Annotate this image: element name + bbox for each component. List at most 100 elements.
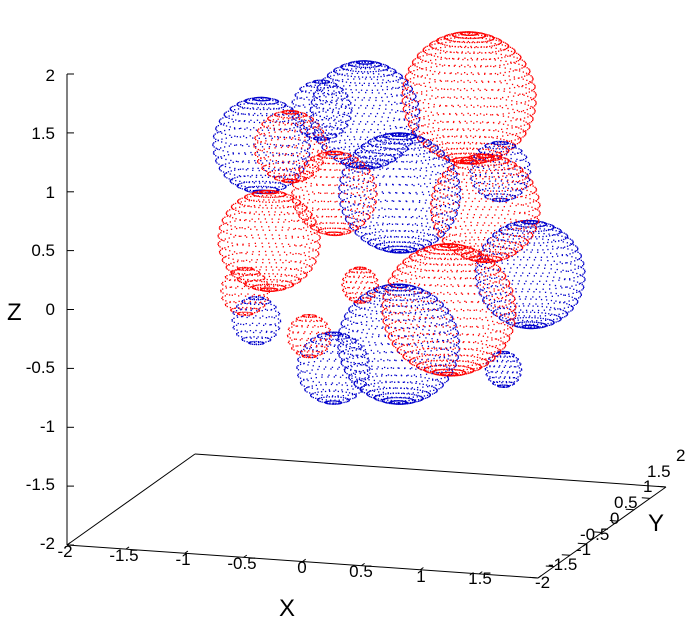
- blue-surface-point: [485, 248, 487, 251]
- blue-surface-point: [523, 327, 525, 329]
- blue-surface-point: [521, 249, 523, 251]
- red-surface-point: [492, 239, 494, 241]
- blue-surface-point: [560, 285, 562, 287]
- blue-surface-point: [388, 154, 390, 156]
- blue-surface-point: [363, 157, 365, 159]
- blue-surface-point: [498, 317, 500, 319]
- blue-surface-point: [500, 140, 503, 143]
- red-surface-point: [491, 45, 493, 47]
- red-surface-point: [512, 161, 514, 163]
- red-surface-point: [505, 240, 507, 242]
- blue-surface-point: [576, 300, 579, 302]
- red-surface-point: [519, 57, 522, 60]
- blue-surface-point: [532, 223, 534, 225]
- blue-surface-point: [512, 360, 514, 362]
- blue-surface-point: [479, 294, 481, 296]
- red-surface-point: [450, 152, 453, 154]
- red-surface-point: [514, 162, 516, 165]
- blue-surface-point: [502, 148, 504, 150]
- red-surface-point: [438, 42, 441, 44]
- red-surface-point: [462, 157, 464, 160]
- blue-surface-point: [376, 78, 378, 81]
- red-surface-point: [503, 41, 505, 43]
- red-surface-point: [481, 158, 483, 160]
- blue-surface-point: [505, 195, 508, 198]
- blue-surface-point: [388, 100, 390, 103]
- blue-surface-point: [570, 263, 572, 265]
- blue-surface-point: [527, 181, 529, 183]
- blue-surface-point: [456, 184, 458, 187]
- blue-surface-point: [571, 306, 574, 308]
- red-surface-point: [444, 44, 446, 46]
- red-surface-point: [485, 245, 487, 247]
- blue-surface-point: [517, 323, 520, 325]
- red-surface-point: [492, 329, 494, 331]
- blue-surface-point: [499, 300, 501, 303]
- blue-surface-point: [354, 115, 357, 117]
- blue-surface-point: [558, 232, 560, 235]
- blue-surface-point: [487, 268, 490, 270]
- blue-surface-point: [520, 374, 522, 376]
- blue-surface-point: [519, 166, 521, 168]
- blue-surface-point: [486, 375, 488, 377]
- red-surface-point: [533, 112, 535, 114]
- red-surface-point: [510, 148, 512, 151]
- red-surface-point: [448, 142, 450, 144]
- blue-surface-point: [519, 225, 521, 227]
- red-surface-point: [453, 51, 455, 54]
- blue-surface-point: [493, 232, 495, 235]
- red-surface-point: [472, 31, 475, 33]
- blue-surface-point: [501, 195, 503, 198]
- red-surface-point: [479, 171, 481, 173]
- blue-surface-point: [533, 323, 535, 326]
- red-surface-point: [416, 92, 418, 94]
- red-surface-point: [443, 181, 445, 183]
- red-surface-point: [480, 32, 482, 34]
- blue-surface-point: [354, 99, 356, 101]
- red-surface-point: [527, 73, 530, 75]
- blue-surface-point: [490, 380, 492, 382]
- blue-surface-point: [513, 360, 516, 362]
- blue-surface-point: [518, 314, 520, 317]
- red-surface-point: [530, 115, 532, 117]
- blue-surface-point: [335, 136, 337, 138]
- red-surface-point: [469, 147, 471, 149]
- blue-surface-point: [560, 293, 562, 295]
- blue-surface-point: [495, 148, 497, 150]
- blue-surface-point: [509, 384, 511, 387]
- red-surface-point: [437, 197, 439, 199]
- blue-surface-point: [522, 317, 524, 319]
- blue-surface-point: [339, 139, 341, 142]
- blue-surface-point: [456, 173, 458, 175]
- blue-surface-point: [545, 296, 547, 298]
- red-surface-point: [497, 89, 499, 92]
- red-surface-point: [487, 97, 489, 99]
- blue-surface-point: [356, 131, 358, 133]
- red-surface-point: [458, 263, 461, 265]
- blue-surface-point: [423, 150, 426, 152]
- red-surface-point: [513, 162, 515, 164]
- red-surface-point: [421, 61, 423, 63]
- red-surface-point: [446, 141, 449, 144]
- red-surface-point: [515, 173, 518, 175]
- blue-surface-point: [336, 79, 339, 81]
- blue-surface-point: [500, 143, 502, 146]
- blue-surface-point: [318, 81, 320, 83]
- blue-surface-point: [333, 119, 335, 122]
- blue-surface-point: [512, 143, 514, 145]
- red-surface-point: [514, 51, 516, 53]
- blue-surface-point: [353, 78, 355, 80]
- blue-surface-point: [353, 152, 355, 154]
- red-surface-point: [531, 206, 533, 208]
- red-surface-point: [515, 119, 517, 121]
- blue-surface-point: [417, 125, 419, 127]
- blue-surface-point: [425, 239, 427, 241]
- red-surface-point: [465, 185, 467, 187]
- blue-surface-point: [336, 135, 338, 137]
- blue-surface-point: [550, 322, 552, 324]
- blue-surface-point: [541, 303, 543, 305]
- red-surface-point: [435, 87, 437, 89]
- red-surface-point: [401, 99, 403, 101]
- red-surface-point: [475, 160, 477, 162]
- red-surface-point: [481, 319, 483, 321]
